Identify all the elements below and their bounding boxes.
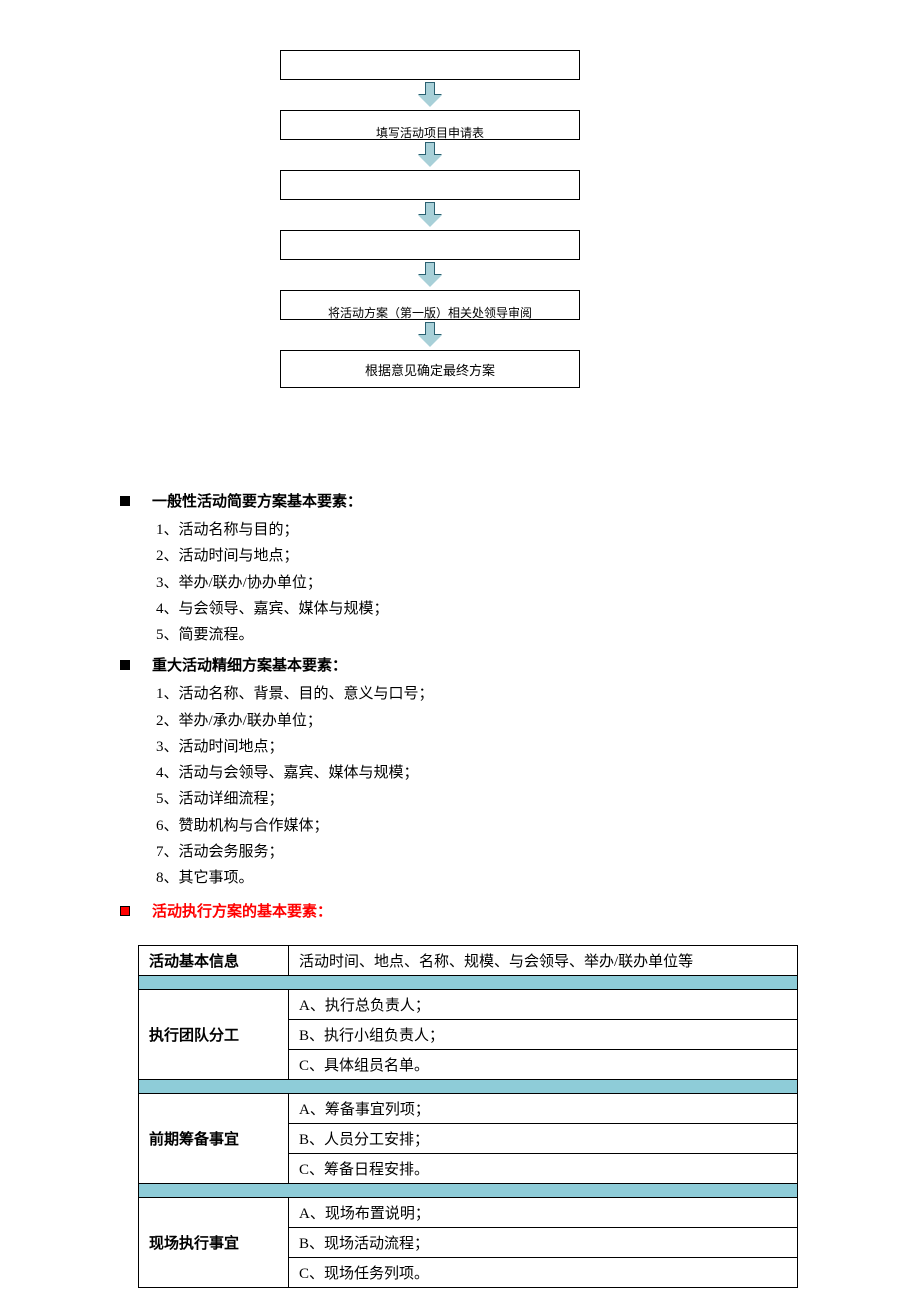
flow-node-text-1: 填写活动项目申请表 xyxy=(376,124,484,140)
list-item: 7、活动会务服务； xyxy=(156,839,820,865)
table-cell: B、人员分工安排； xyxy=(289,1124,798,1154)
table-cell: 活动时间、地点、名称、规模、与会领导、举办/联办单位等 xyxy=(289,946,798,976)
flow-node-4: 将活动方案（第一版）相关处领导审阅 xyxy=(280,290,580,320)
table-cell: C、筹备日程安排。 xyxy=(289,1154,798,1184)
table-cell: C、具体组员名单。 xyxy=(289,1050,798,1080)
table-cell: A、现场布置说明； xyxy=(289,1198,798,1228)
table-cell: C、现场任务列项。 xyxy=(289,1258,798,1288)
section1-heading: 一般性活动简要方案基本要素： xyxy=(120,490,820,511)
list-item: 2、举办/承办/联办单位； xyxy=(156,708,820,734)
list-item: 6、赞助机构与合作媒体； xyxy=(156,813,820,839)
section1-heading-text: 一般性活动简要方案基本要素： xyxy=(152,490,362,511)
section2-heading-text: 重大活动精细方案基本要素： xyxy=(152,654,347,675)
content-body: 一般性活动简要方案基本要素： 1、活动名称与目的； 2、活动时间与地点； 3、举… xyxy=(120,484,820,891)
table-label: 现场执行事宜 xyxy=(139,1198,289,1288)
flow-node-2 xyxy=(280,170,580,200)
flow-arrow-2 xyxy=(418,202,442,228)
flow-node-text-5: 根据意见确定最终方案 xyxy=(365,360,495,379)
list-item: 1、活动名称与目的； xyxy=(156,517,820,543)
table-label: 前期筹备事宜 xyxy=(139,1094,289,1184)
table-cell: A、执行总负责人； xyxy=(289,990,798,1020)
list-item: 1、活动名称、背景、目的、意义与口号； xyxy=(156,681,820,707)
flow-arrow-0 xyxy=(418,82,442,108)
section1-list: 1、活动名称与目的； 2、活动时间与地点； 3、举办/联办/协办单位； 4、与会… xyxy=(156,517,820,648)
list-item: 8、其它事项。 xyxy=(156,865,820,891)
exec-table: 活动基本信息 活动时间、地点、名称、规模、与会领导、举办/联办单位等 执行团队分… xyxy=(138,945,798,1288)
flow-arrow-4 xyxy=(418,322,442,348)
table-row: 前期筹备事宜 A、筹备事宜列项； xyxy=(139,1094,798,1124)
section3-heading-text: 活动执行方案的基本要素： xyxy=(152,900,332,921)
bullet-icon xyxy=(120,496,130,506)
flow-node-5: 根据意见确定最终方案 xyxy=(280,350,580,388)
table-cell: B、执行小组负责人； xyxy=(289,1020,798,1050)
table-row: 执行团队分工 A、执行总负责人； xyxy=(139,990,798,1020)
section2-heading: 重大活动精细方案基本要素： xyxy=(120,654,820,675)
table-label: 活动基本信息 xyxy=(139,946,289,976)
list-item: 5、简要流程。 xyxy=(156,622,820,648)
table-row: 活动基本信息 活动时间、地点、名称、规模、与会领导、举办/联办单位等 xyxy=(139,946,798,976)
table-label: 执行团队分工 xyxy=(139,990,289,1080)
flow-arrow-3 xyxy=(418,262,442,288)
bullet-icon-red xyxy=(120,906,130,916)
table-row: 现场执行事宜 A、现场布置说明； xyxy=(139,1198,798,1228)
flow-node-3 xyxy=(280,230,580,260)
table-cell: A、筹备事宜列项； xyxy=(289,1094,798,1124)
flow-node-0 xyxy=(280,50,580,80)
flow-node-1: 填写活动项目申请表 xyxy=(280,110,580,140)
section3-heading: 活动执行方案的基本要素： xyxy=(120,900,820,921)
flow-node-text-4: 将活动方案（第一版）相关处领导审阅 xyxy=(328,304,532,320)
list-item: 5、活动详细流程； xyxy=(156,786,820,812)
list-item: 3、活动时间地点； xyxy=(156,734,820,760)
table-spacer xyxy=(139,1080,798,1094)
table-spacer xyxy=(139,1184,798,1198)
flowchart: 填写活动项目申请表 将活动方案（第一版）相关处领导审阅 根据意见确定最终方案 xyxy=(280,50,580,388)
list-item: 3、举办/联办/协办单位； xyxy=(156,570,820,596)
bullet-icon xyxy=(120,660,130,670)
list-item: 2、活动时间与地点； xyxy=(156,543,820,569)
flow-arrow-1 xyxy=(418,142,442,168)
list-item: 4、活动与会领导、嘉宾、媒体与规模； xyxy=(156,760,820,786)
table-cell: B、现场活动流程； xyxy=(289,1228,798,1258)
section2-list: 1、活动名称、背景、目的、意义与口号； 2、举办/承办/联办单位； 3、活动时间… xyxy=(156,681,820,891)
list-item: 4、与会领导、嘉宾、媒体与规模； xyxy=(156,596,820,622)
exec-section: 活动执行方案的基本要素： 活动基本信息 活动时间、地点、名称、规模、与会领导、举… xyxy=(120,900,820,1288)
table-spacer xyxy=(139,976,798,990)
